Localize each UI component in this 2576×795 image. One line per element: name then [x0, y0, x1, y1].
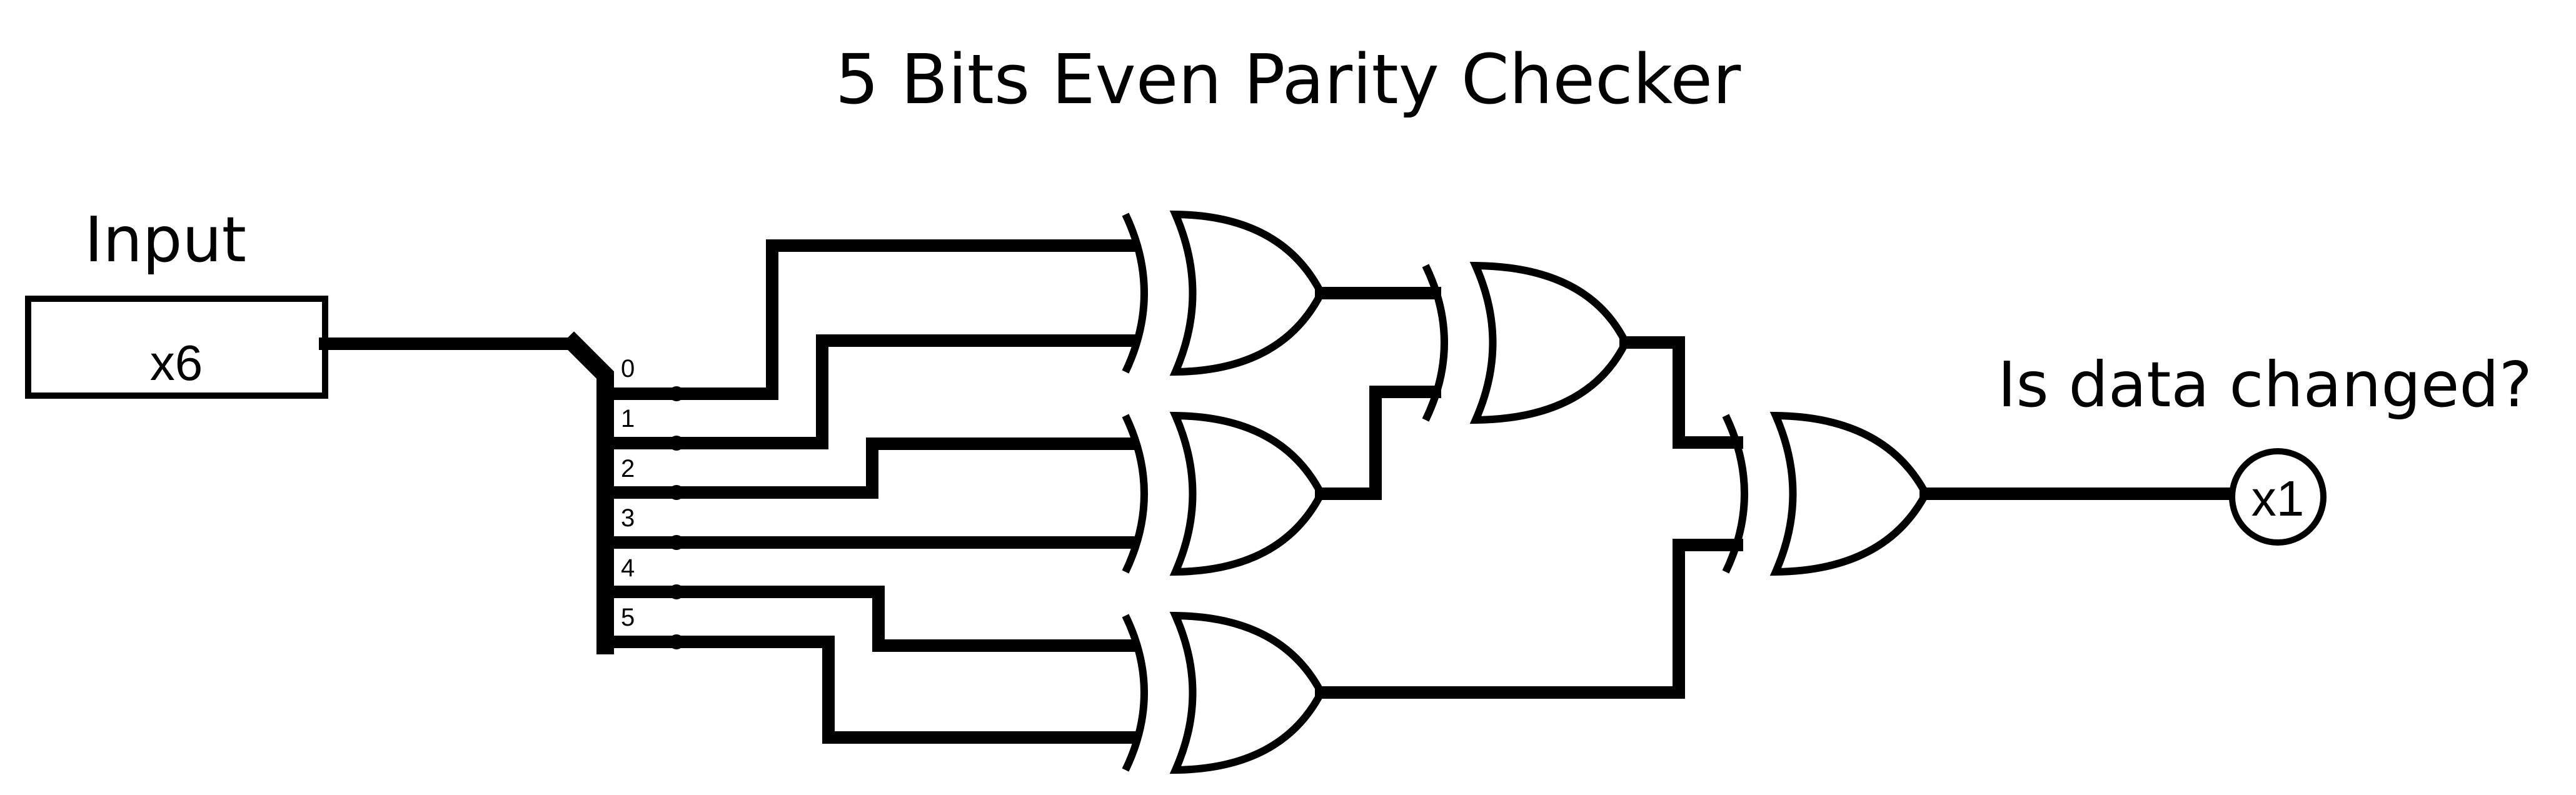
diagram-title: 5 Bits Even Parity Checker: [835, 39, 1741, 119]
xor-gate-4[interactable]: [1422, 261, 1630, 424]
output-pin-circle: [2229, 448, 2327, 546]
bit-dot-3: [669, 535, 684, 550]
wire-bit-1: [603, 334, 1137, 449]
input-pin[interactable]: x6: [25, 296, 328, 399]
bit-label-1: 1: [621, 405, 635, 432]
splitter-bit-labels: 0 1 2 3 4 5: [621, 355, 635, 631]
bit-dot-2: [669, 485, 684, 500]
wire-bit-5: [603, 636, 1137, 744]
bit-label-4: 4: [621, 554, 635, 582]
bit-dot-5: [669, 634, 684, 649]
bit-label-5: 5: [621, 604, 635, 631]
xor-gate-2[interactable]: [1122, 411, 1326, 576]
xor-gate-3[interactable]: [1122, 611, 1326, 774]
wire-gate4-to-gate5: [1619, 336, 1743, 449]
wire-bit-4: [603, 586, 1137, 652]
bit-dot-4: [669, 584, 684, 599]
output-pin-name: x1: [2251, 471, 2305, 526]
wire-gate2-to-gate4: [1315, 386, 1441, 500]
input-pin-name: x6: [150, 335, 203, 391]
xor-gate-1[interactable]: [1122, 210, 1326, 376]
input-label: Input: [84, 203, 246, 276]
input-pin-box: [25, 296, 328, 399]
xor-gate-5[interactable]: [1722, 411, 1930, 576]
bit-dot-1: [669, 436, 684, 451]
wire-bit-2: [603, 438, 1137, 499]
bit-label-0: 0: [621, 355, 635, 382]
bit-dot-0: [669, 386, 684, 401]
splitter-dots: [669, 386, 684, 649]
splitter-bus: [561, 331, 614, 654]
bit-label-3: 3: [621, 504, 635, 532]
output-label: Is data changed?: [1998, 348, 2532, 421]
wire-bit-0: [603, 239, 1137, 400]
input-connection-dot: [319, 338, 331, 350]
bit-label-2: 2: [621, 455, 635, 482]
wire-gate3-to-gate5: [1315, 539, 1743, 699]
output-pin[interactable]: x1: [2229, 448, 2327, 546]
